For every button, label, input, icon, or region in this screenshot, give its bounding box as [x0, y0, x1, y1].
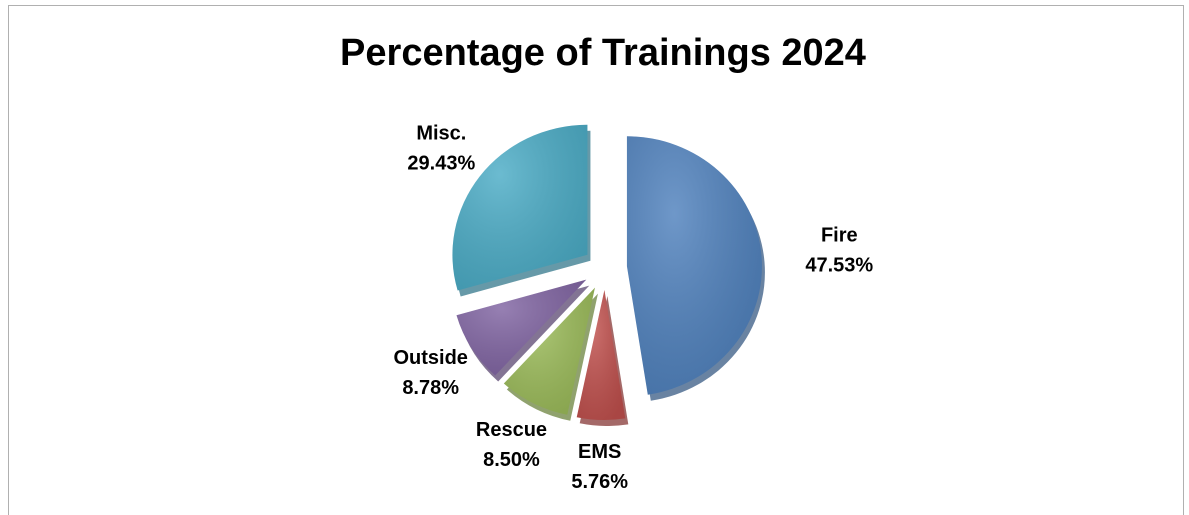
chart-title: Percentage of Trainings 2024 — [340, 32, 866, 74]
slice-label: EMS — [578, 441, 621, 463]
slice-shade — [576, 289, 626, 420]
slice-shade — [503, 287, 595, 415]
slice-value-label: 8.50% — [483, 449, 540, 471]
pie-slice — [626, 136, 765, 401]
slice-value-label: 47.53% — [805, 255, 873, 277]
slice-value-label: 5.76% — [571, 471, 628, 493]
slice-label: Fire — [821, 225, 858, 247]
slice-label: Misc. — [416, 123, 466, 145]
slice-label: Rescue — [476, 419, 547, 441]
pie-slice — [452, 124, 591, 297]
pie-slice — [456, 279, 590, 382]
slice-value-label: 8.78% — [402, 377, 459, 399]
pie-slice — [503, 287, 598, 421]
slice-shade — [452, 124, 588, 291]
slice-label: Outside — [393, 347, 467, 369]
slice-shade — [626, 136, 762, 395]
slice-shade — [456, 279, 587, 376]
slice-value-label: 29.43% — [407, 153, 475, 175]
chart-border — [8, 5, 1184, 515]
pie-slice — [576, 289, 629, 426]
